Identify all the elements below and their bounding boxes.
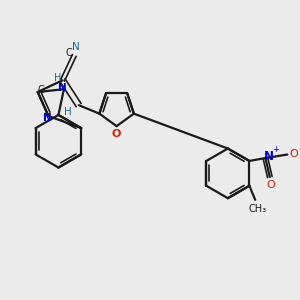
Text: N: N [43, 113, 51, 123]
Text: H: H [64, 106, 71, 116]
Text: O: O [266, 180, 275, 190]
Text: O: O [111, 129, 121, 139]
Text: H: H [54, 73, 61, 83]
Text: N: N [72, 42, 80, 52]
Text: O: O [290, 149, 298, 159]
Text: +: + [272, 145, 279, 154]
Text: CH₃: CH₃ [248, 204, 267, 214]
Text: C: C [38, 85, 45, 94]
Text: N: N [58, 83, 67, 93]
Text: -: - [298, 143, 300, 156]
Text: N: N [264, 150, 274, 163]
Text: C: C [66, 48, 72, 58]
